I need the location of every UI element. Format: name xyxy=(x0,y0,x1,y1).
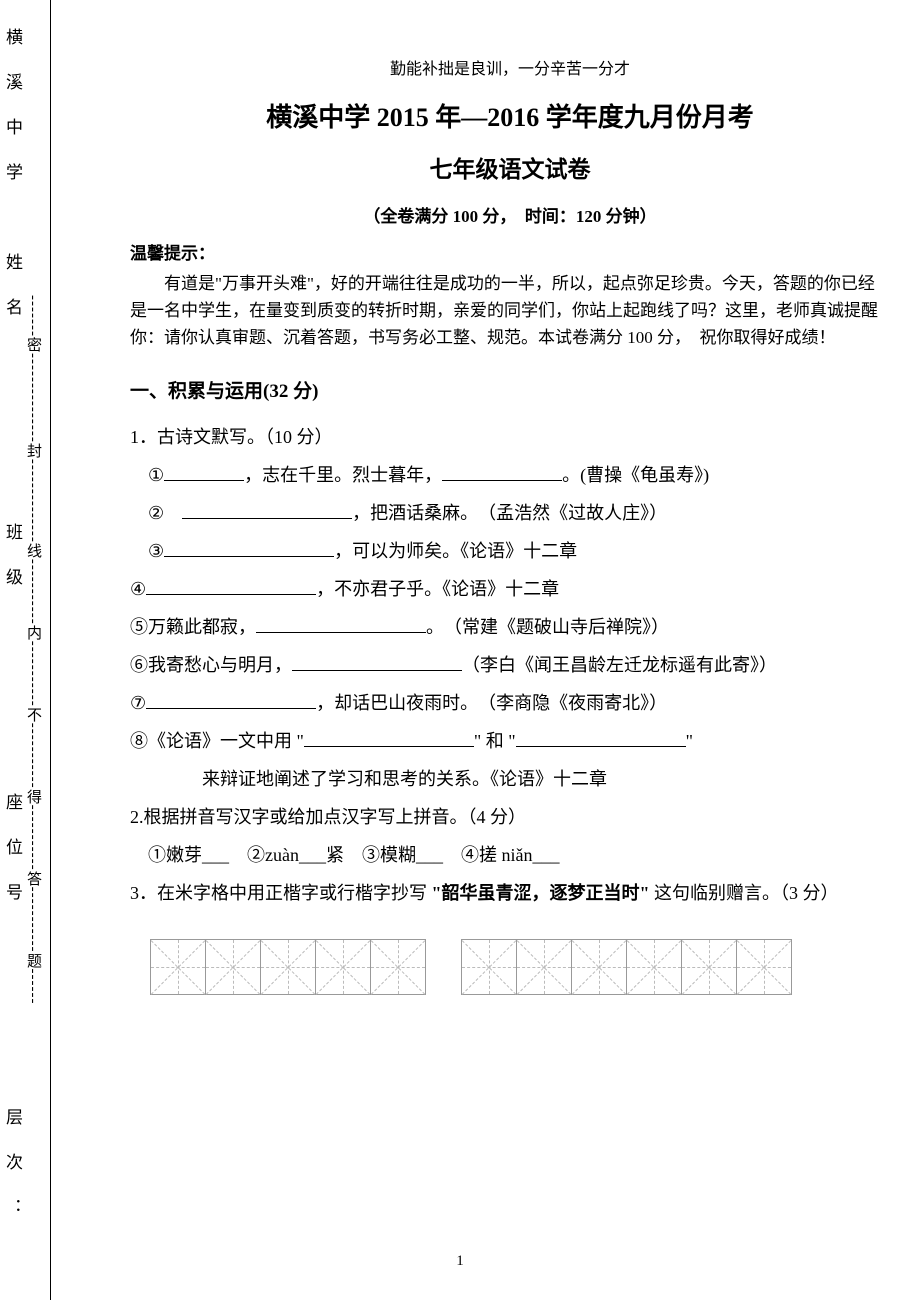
mi-box[interactable] xyxy=(315,939,371,995)
q3-title-a: 3．在米字格中用正楷字或行楷字抄写 xyxy=(130,883,432,903)
q1-8-b: " 和 " xyxy=(474,731,516,751)
q2-title: 2.根据拼音写汉字或给加点汉字写上拼音。（4 分） xyxy=(130,799,890,835)
mi-box[interactable] xyxy=(370,939,426,995)
q1-item-8: ⑧《论语》一文中用 " " 和 " " xyxy=(130,723,890,759)
mi-box[interactable] xyxy=(516,939,572,995)
tip-label: 温馨提示： xyxy=(130,239,890,264)
page-number: 1 xyxy=(456,1253,464,1270)
mi-box[interactable] xyxy=(736,939,792,995)
q1-1-mid: ，志在千里。烈士暮年， xyxy=(244,465,442,485)
q1-item-5: ⑤万籁此都寂， 。 （常建《题破山寺后禅院》） xyxy=(130,609,890,645)
mi-box[interactable] xyxy=(461,939,517,995)
blank[interactable] xyxy=(292,651,462,671)
student-info-vertical: 横溪中学 姓名 班级 座位号 层次： xyxy=(2,0,23,1300)
blank[interactable] xyxy=(442,461,562,481)
blank[interactable] xyxy=(164,461,244,481)
q1-item-8-line2: 来辩证地阐述了学习和思考的关系。《论语》十二章 xyxy=(130,761,890,797)
q1-item-2: ② ，把酒话桑麻。 （孟浩然《过故人庄》） xyxy=(130,495,890,531)
blank[interactable] xyxy=(182,499,352,519)
q1-5-suffix: 。 （常建《题破山寺后禅院》） xyxy=(426,617,669,637)
q1-6-suffix: （李白《闻王昌龄左迁龙标遥有此寄》） xyxy=(462,655,777,675)
q1-2-suffix: ，把酒话桑麻。 （孟浩然《过故人庄》） xyxy=(352,503,667,523)
mi-box[interactable] xyxy=(150,939,206,995)
mi-box[interactable] xyxy=(571,939,627,995)
q1-item-1: ① ，志在千里。烈士暮年， 。(曹操《龟虽寿》) xyxy=(130,457,890,493)
mi-box[interactable] xyxy=(681,939,737,995)
q1-5-prefix: ⑤万籁此都寂， xyxy=(130,617,256,637)
blank[interactable] xyxy=(256,613,426,633)
exam-title: 横溪中学 2015 年—2016 学年度九月份月考 xyxy=(130,97,890,134)
q1-7-prefix: ⑦ xyxy=(130,693,146,713)
blank[interactable] xyxy=(146,689,316,709)
blank[interactable] xyxy=(164,537,334,557)
mi-box[interactable] xyxy=(626,939,682,995)
exam-subtitle: 七年级语文试卷 xyxy=(130,150,890,184)
q3-title-b: 这句临别赠言。（3 分） xyxy=(650,883,839,903)
q1-item-7: ⑦ ，却话巴山夜雨时。 （李商隐《夜雨寄北》） xyxy=(130,685,890,721)
q1-8-c: " xyxy=(686,731,693,751)
q1-4-suffix: ，不亦君子乎。《论语》十二章 xyxy=(316,579,559,599)
blank[interactable] xyxy=(146,575,316,595)
q1-item-6: ⑥我寄愁心与明月， （李白《闻王昌龄左迁龙标遥有此寄》） xyxy=(130,647,890,683)
q1-2-prefix: ② xyxy=(148,503,182,523)
main-content: 勤能补拙是良训，一分辛苦一分才 横溪中学 2015 年—2016 学年度九月份月… xyxy=(130,55,890,995)
tip-paragraph: 有道是"万事开头难"，好的开端往往是成功的一半，所以，起点弥足珍贵。今天，答题的… xyxy=(130,270,890,352)
q1-item-4: ④ ，不亦君子乎。《论语》十二章 xyxy=(130,571,890,607)
q2-line: ①嫩芽___ ②zuàn___紧 ③模糊___ ④搓 niǎn___ xyxy=(130,837,890,873)
q1-3-prefix: ③ xyxy=(148,541,164,561)
mi-gap xyxy=(425,939,461,995)
side-panel: 横溪中学 姓名 班级 座位号 层次： -------密-------------… xyxy=(0,0,110,1300)
q1-7-suffix: ，却话巴山夜雨时。 （李商隐《夜雨寄北》） xyxy=(316,693,667,713)
vertical-divider xyxy=(50,0,51,1300)
q3-title-bold: "韶华虽青涩，逐梦正当时" xyxy=(432,883,650,903)
q1-6-prefix: ⑥我寄愁心与明月， xyxy=(130,655,292,675)
q3-title: 3．在米字格中用正楷字或行楷字抄写 "韶华虽青涩，逐梦正当时" 这句临别赠言。（… xyxy=(130,875,890,911)
q1-1-prefix: ① xyxy=(148,465,164,485)
q1-item-3: ③ ，可以为师矣。《论语》十二章 xyxy=(130,533,890,569)
q1-8-a: ⑧《论语》一文中用 " xyxy=(130,731,304,751)
blank[interactable] xyxy=(304,727,474,747)
mi-grid-row xyxy=(150,939,890,995)
section-1-title: 一、积累与运用(32 分) xyxy=(130,376,890,403)
q1-title: 1．古诗文默写。（10 分） xyxy=(130,419,890,455)
q1-3-suffix: ，可以为师矣。《论语》十二章 xyxy=(334,541,577,561)
seal-line-text: -------密---------------封--------------线-… xyxy=(23,0,44,1300)
q1-1-suffix: 。(曹操《龟虽寿》) xyxy=(562,465,709,485)
mi-box[interactable] xyxy=(205,939,261,995)
motto: 勤能补拙是良训，一分辛苦一分才 xyxy=(130,55,890,79)
mi-box[interactable] xyxy=(260,939,316,995)
q1-4-prefix: ④ xyxy=(130,579,146,599)
blank[interactable] xyxy=(516,727,686,747)
exam-info: （全卷满分 100 分， 时间：120 分钟） xyxy=(130,202,890,227)
